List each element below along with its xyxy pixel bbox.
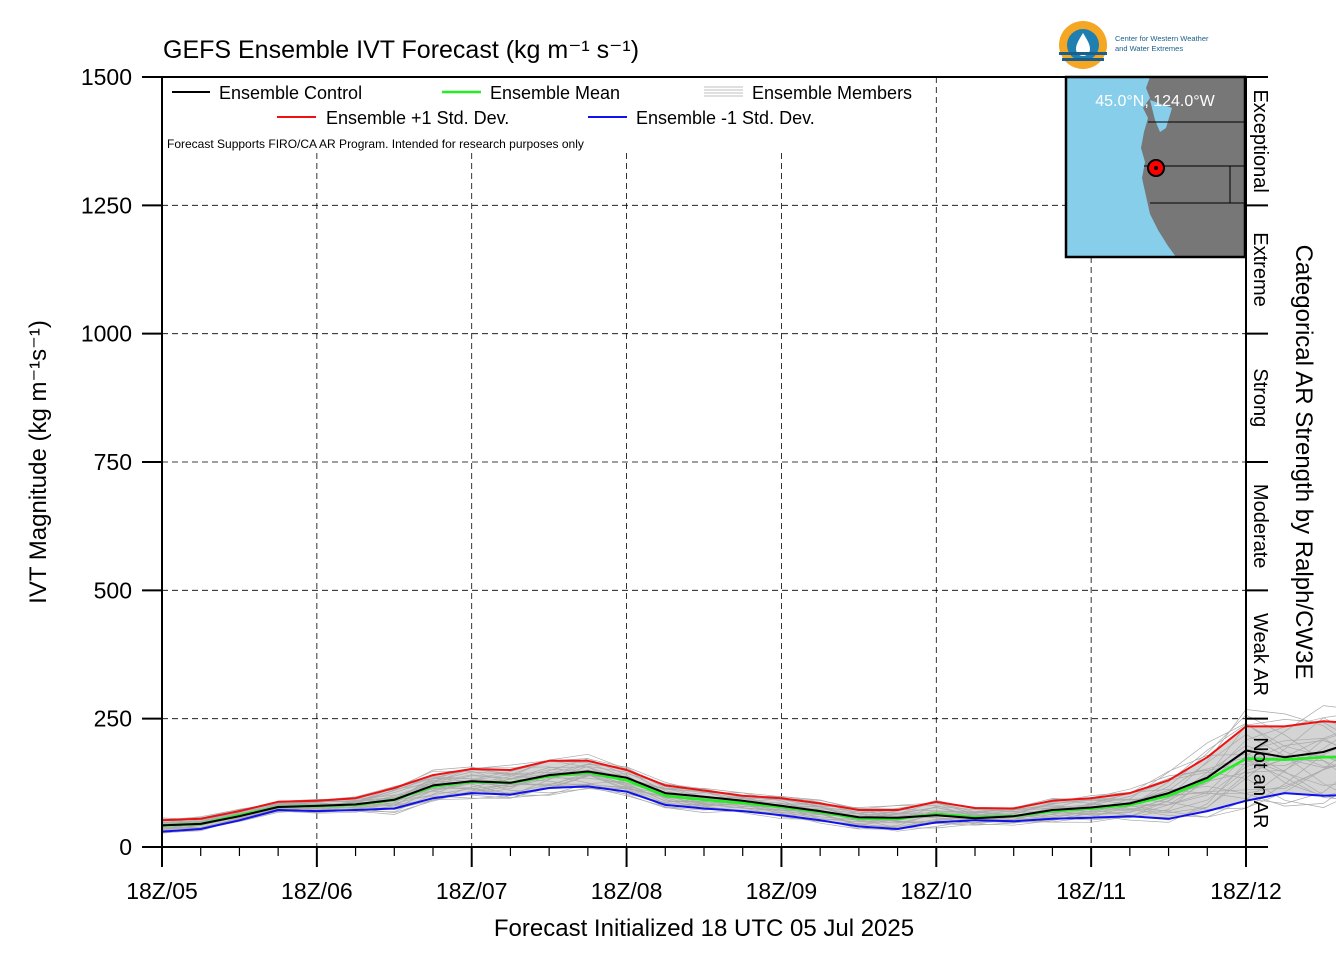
x-tick-label: 18Z/08 xyxy=(591,878,663,904)
legend-label-control: Ensemble Control xyxy=(219,83,362,103)
ar-category-layer: Not an AR Weak AR Moderate Strong Extreme Exc… xyxy=(1246,76,1271,848)
legend: Ensemble Control Ensemble Mean Ensemble … xyxy=(172,83,912,128)
category-label: Moderate xyxy=(1249,484,1271,569)
x-tick-label: 18Z/10 xyxy=(900,878,972,904)
y-axis-label: IVT Magnitude (kg m⁻¹s⁻¹) xyxy=(25,320,52,604)
water-drop-icon xyxy=(1076,33,1090,56)
logo-text-line2: and Water Extremes xyxy=(1115,44,1183,53)
x-axis-label: Forecast Initialized 18 UTC 05 Jul 2025 xyxy=(494,915,914,942)
ensemble-member-line xyxy=(161,755,1336,821)
y-tick-label: 1250 xyxy=(81,192,132,218)
location-inset-map: 45.0°N, 124.0°W xyxy=(1064,75,1247,259)
ensemble-member-line xyxy=(161,715,1336,828)
series-line-ensemble-1-std-dev- xyxy=(161,785,1336,833)
series-layer xyxy=(161,720,1336,833)
research-note: Forecast Supports FIRO/CA AR Program. In… xyxy=(167,137,584,151)
legend-label-members: Ensemble Members xyxy=(752,83,912,103)
legend-label-minus-std: Ensemble -1 Std. Dev. xyxy=(636,108,815,128)
ensemble-member-line xyxy=(161,754,1336,826)
y-tick-label: 750 xyxy=(94,449,132,475)
ensemble-member-line xyxy=(161,717,1336,832)
ensemble-member-line xyxy=(161,714,1336,830)
x-tick-label: 18Z/05 xyxy=(126,878,198,904)
legend-label-plus-std: Ensemble +1 Std. Dev. xyxy=(326,108,509,128)
spread-band xyxy=(162,721,1336,832)
category-label: Extreme xyxy=(1249,232,1271,306)
x-tick-label: 18Z/11 xyxy=(1056,878,1126,904)
ensemble-member-line xyxy=(161,723,1336,829)
inset-sound xyxy=(1150,100,1172,132)
legend-label-mean: Ensemble Mean xyxy=(490,83,620,103)
inset-coordinates: 45.0°N, 124.0°W xyxy=(1095,93,1215,110)
ensemble-member-line xyxy=(161,758,1336,821)
y-tick-label: 500 xyxy=(94,577,132,603)
ensemble-member-line xyxy=(161,733,1336,826)
category-label: Weak AR xyxy=(1249,613,1271,696)
category-label: Strong xyxy=(1249,368,1271,427)
chart-title: GEFS Ensemble IVT Forecast (kg m⁻¹ s⁻¹) xyxy=(163,36,639,64)
series-line-ensemble-1-std-dev- xyxy=(161,720,1336,822)
grid-layer xyxy=(162,77,1246,847)
ensemble-member-line xyxy=(161,719,1336,828)
y-tick-label: 0 xyxy=(119,834,132,860)
cw3e-logo: Center for Western Weather and Water Ext… xyxy=(1059,21,1209,69)
x-tick-label: 18Z/07 xyxy=(436,878,508,904)
inset-frame xyxy=(1064,75,1247,259)
ensemble-member-line xyxy=(161,733,1336,834)
ensemble-member-line xyxy=(161,758,1336,826)
ensemble-member-line xyxy=(161,765,1336,831)
logo-text-line1: Center for Western Weather xyxy=(1115,34,1209,43)
x-tick-label: 18Z/06 xyxy=(281,878,353,904)
category-label: Exceptional xyxy=(1249,89,1271,192)
y-tick-label: 1500 xyxy=(81,64,132,90)
series-line-ensemble-control xyxy=(161,746,1336,827)
category-label: Not an AR xyxy=(1249,737,1271,828)
ensemble-member-line xyxy=(161,759,1336,820)
ticks-layer: 0 250 500 750 1000 1250 1500 18Z/05 18Z/06 18Z/07… xyxy=(81,64,1282,904)
legend-swatch-members xyxy=(704,86,743,97)
y-tick-label: 1000 xyxy=(81,321,132,347)
right-axis-label: Categorical AR Strength by Ralph/CW3E xyxy=(1290,245,1317,680)
x-tick-label: 18Z/09 xyxy=(746,878,818,904)
x-tick-label: 18Z/12 xyxy=(1210,878,1282,904)
y-tick-label: 250 xyxy=(94,706,132,732)
